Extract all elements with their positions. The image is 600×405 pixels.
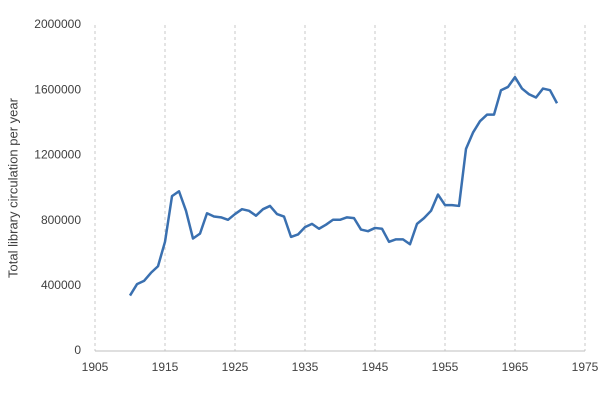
x-tick-label: 1915 <box>152 360 179 374</box>
y-tick-label: 0 <box>74 343 81 357</box>
y-tick-label: 1200000 <box>34 148 81 162</box>
x-tick-label: 1945 <box>362 360 389 374</box>
x-tick-label: 1975 <box>572 360 599 374</box>
y-tick-label: 400000 <box>41 278 81 292</box>
data-line <box>128 75 559 297</box>
y-tick-label: 2000000 <box>34 17 81 31</box>
x-tick-label: 1955 <box>432 360 459 374</box>
x-tick-label: 1925 <box>222 360 249 374</box>
x-tick-label: 1935 <box>292 360 319 374</box>
x-tick-label: 1905 <box>82 360 109 374</box>
y-tick-label: 1600000 <box>34 82 81 96</box>
x-tick-label: 1965 <box>502 360 529 374</box>
y-axis-label: Total library circulation per year <box>5 97 20 278</box>
y-tick-label: 800000 <box>41 213 81 227</box>
